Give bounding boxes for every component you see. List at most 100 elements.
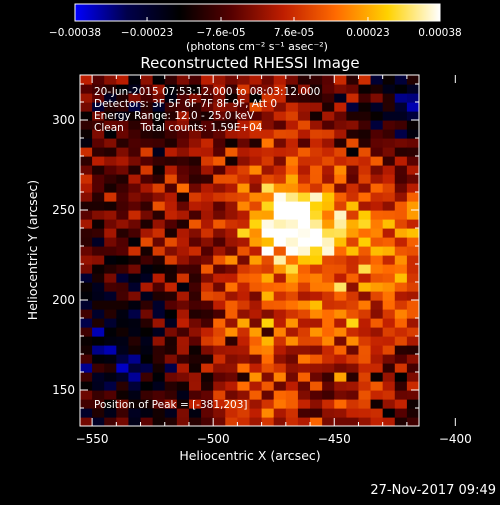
heatmap-cell [164, 138, 178, 148]
heatmap-cell [406, 174, 419, 184]
heatmap-cell [128, 228, 142, 238]
heatmap-cell [285, 264, 299, 274]
heatmap-cell [104, 354, 117, 364]
heatmap-cell [273, 246, 287, 256]
heatmap-cell [152, 318, 166, 328]
heatmap-cell [225, 93, 238, 103]
heatmap-cell [394, 246, 408, 256]
heatmap-cell [406, 129, 419, 139]
heatmap-cell [237, 336, 251, 346]
heatmap-cell [128, 237, 142, 247]
heatmap-cell [92, 309, 105, 319]
heatmap-cell [249, 183, 263, 193]
heatmap-cell [394, 93, 408, 103]
heatmap-cell [104, 156, 117, 166]
heatmap-cell [225, 111, 238, 121]
heatmap-cell [92, 237, 105, 247]
heatmap-cell [382, 255, 396, 265]
heatmap-cell [116, 138, 130, 148]
heatmap-cell [285, 354, 299, 364]
heatmap-cell [334, 390, 347, 400]
heatmap-cell [261, 291, 275, 301]
heatmap-cell [164, 120, 178, 130]
heatmap-cell [140, 147, 154, 157]
heatmap-cell [237, 165, 251, 175]
heatmap-cell [140, 183, 154, 193]
heatmap-cell [116, 363, 130, 373]
heatmap-cell [273, 219, 287, 229]
heatmap-cell [92, 183, 105, 193]
heatmap-cell [310, 354, 323, 364]
heatmap-cell [334, 273, 347, 283]
heatmap-cell [104, 237, 117, 247]
heatmap-cell [128, 165, 142, 175]
heatmap-cell [322, 345, 335, 355]
heatmap-cell [370, 255, 384, 265]
heatmap-cell [406, 102, 419, 112]
heatmap-cell [334, 174, 347, 184]
heatmap-cell [406, 363, 419, 373]
heatmap-cell [128, 408, 142, 418]
heatmap-cell [164, 246, 178, 256]
heatmap-cell [406, 381, 419, 391]
heatmap-cell [164, 318, 178, 328]
heatmap-cell [394, 363, 408, 373]
heatmap-cell [406, 399, 419, 409]
heatmap-cell [346, 183, 360, 193]
heatmap-cell [225, 327, 238, 337]
heatmap-cell [406, 156, 419, 166]
heatmap-cell [394, 102, 408, 112]
heatmap-cell [213, 309, 226, 319]
heatmap-cell [92, 228, 105, 238]
heatmap-cell [104, 399, 117, 409]
heatmap-cell [370, 120, 384, 130]
heatmap-cell [249, 408, 263, 418]
colorbar-tick-label: 0.00023 [346, 27, 389, 39]
heatmap-cell [334, 372, 347, 382]
heatmap-cell [176, 336, 190, 346]
heatmap-cell [225, 165, 238, 175]
heatmap-cell [104, 363, 117, 373]
heatmap-cell [128, 372, 142, 382]
heatmap-cell [249, 318, 263, 328]
x-tick-label: −550 [76, 432, 109, 446]
heatmap-cell [406, 336, 419, 346]
heatmap-cell [310, 372, 323, 382]
heatmap-cell [273, 147, 287, 157]
heatmap-cell [394, 201, 408, 211]
heatmap-cell [176, 399, 190, 409]
heatmap-cell [249, 138, 263, 148]
heatmap-cell [322, 408, 335, 418]
heatmap-cell [382, 327, 396, 337]
heatmap-cell [261, 318, 275, 328]
heatmap-cell [128, 390, 142, 400]
chart-title: Reconstructed RHESSI Image [140, 54, 359, 72]
heatmap-cell [370, 363, 384, 373]
heatmap-cell [261, 381, 275, 391]
heatmap-cell [237, 345, 251, 355]
heatmap-cell [80, 138, 93, 148]
heatmap-cell [285, 300, 299, 310]
heatmap-cell [310, 192, 323, 202]
heatmap-cell [176, 345, 190, 355]
heatmap-cell [249, 210, 263, 220]
heatmap-cell [285, 417, 299, 426]
heatmap-cell [310, 120, 323, 130]
heatmap-cell [249, 192, 263, 202]
heatmap-cell [358, 372, 372, 382]
heatmap-cell [104, 372, 117, 382]
heatmap-cell [128, 291, 142, 301]
heatmap-cell [273, 381, 287, 391]
heatmap-cell [406, 300, 419, 310]
heatmap-cell [201, 390, 214, 400]
heatmap-cell [285, 192, 299, 202]
heatmap-cell [261, 183, 275, 193]
heatmap-cell [140, 327, 154, 337]
heatmap-cell [249, 300, 263, 310]
heatmap-cell [370, 318, 384, 328]
heatmap-cell [92, 93, 105, 103]
heatmap-cell [201, 318, 214, 328]
heatmap-cell [80, 156, 93, 166]
heatmap-cell [322, 93, 335, 103]
heatmap-cell [164, 291, 178, 301]
